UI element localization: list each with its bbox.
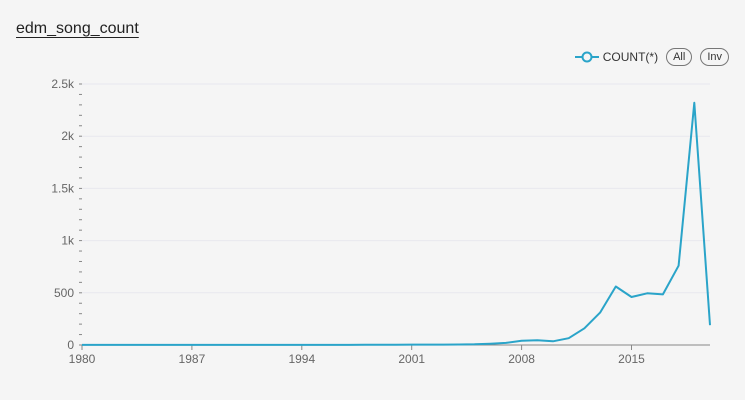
line-circle-marker-icon (574, 51, 599, 63)
invert-selection-button[interactable]: Inv (700, 48, 729, 66)
legend: COUNT(*) All Inv (574, 48, 729, 66)
grid-lines (82, 83, 710, 294)
y-tick-label: 2k (61, 129, 75, 143)
legend-item-count[interactable]: COUNT(*) (574, 50, 659, 64)
x-tick-label: 1987 (179, 352, 206, 366)
tick-labels: 0 500 1k 1.5k 2k 2.5k 1980 1987 1994 2001 2008 2015 (51, 77, 645, 366)
x-tick-label: 2001 (398, 352, 425, 366)
select-all-button[interactable]: All (666, 48, 693, 66)
series-line-count (82, 101, 711, 346)
x-tick-label: 1994 (288, 352, 315, 366)
y-tick-label: 500 (54, 286, 74, 300)
y-tick-label: 1.5k (51, 181, 75, 195)
chart-title: edm_song_count (16, 20, 139, 37)
x-tick-label: 2008 (508, 352, 535, 366)
x-tick-label: 1980 (69, 352, 96, 366)
y-tick-label: 0 (67, 338, 74, 352)
series-layer (82, 101, 711, 346)
x-tick-label: 2015 (618, 352, 645, 366)
y-tick-label: 2.5k (51, 77, 75, 91)
y-tick-label: 1k (61, 234, 75, 248)
axes (79, 83, 710, 350)
legend-series-label: COUNT(*) (602, 50, 659, 64)
